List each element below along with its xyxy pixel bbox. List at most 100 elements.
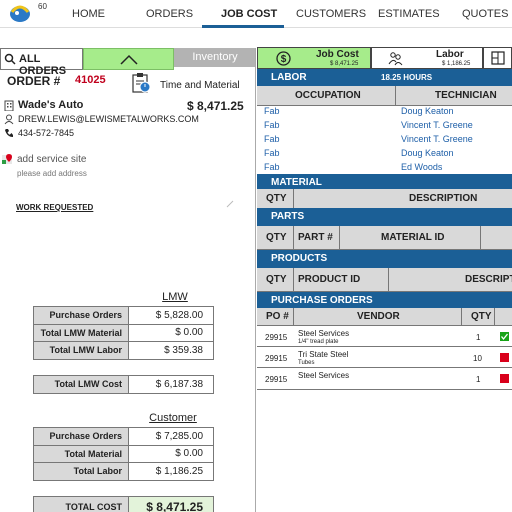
products-title: PRODUCTS bbox=[271, 253, 328, 264]
logo-icon[interactable] bbox=[6, 2, 34, 24]
col-qty[interactable]: QTY bbox=[471, 311, 492, 322]
order-number: 41025 bbox=[75, 74, 106, 86]
customer-table: Purchase Orders $ 7,285.00 Total Material… bbox=[33, 427, 214, 481]
labor-technician: Vincent T. Greene bbox=[401, 120, 473, 130]
table-row[interactable]: 29915 Steel Services 1 bbox=[257, 368, 512, 390]
collapse-toggle[interactable] bbox=[83, 48, 174, 70]
col-po-number[interactable]: PO # bbox=[266, 311, 289, 322]
order-type: Time and Material bbox=[160, 80, 240, 91]
nav-home[interactable]: HOME bbox=[72, 8, 105, 20]
status-indicator[interactable] bbox=[500, 353, 509, 362]
add-address-hint[interactable]: please add address bbox=[17, 169, 87, 178]
col-part-number[interactable]: PART # bbox=[298, 232, 333, 243]
col-description[interactable]: DESCRIPTI bbox=[465, 274, 512, 285]
job-cost-tab-label: Job Cost bbox=[316, 49, 359, 60]
labor-technician: Ed Woods bbox=[401, 162, 443, 172]
table-row[interactable]: Fab Doug Keaton bbox=[257, 104, 512, 118]
parts-title: PARTS bbox=[271, 211, 305, 222]
products-header-bar: PRODUCTS bbox=[257, 250, 512, 268]
nav-quotes[interactable]: QUOTES bbox=[462, 8, 509, 20]
work-requested-heading[interactable]: WORK REQUESTED bbox=[16, 203, 94, 212]
table-row: Purchase Orders $ 5,828.00 bbox=[33, 306, 214, 325]
labor-occupation: Fab bbox=[264, 120, 280, 130]
layout-tab[interactable] bbox=[483, 47, 512, 69]
table-row[interactable]: Fab Vincent T. Greene bbox=[257, 132, 512, 146]
resize-handle-icon[interactable] bbox=[226, 200, 234, 208]
contact-phone[interactable]: 434-572-7845 bbox=[18, 128, 75, 138]
labor-tab[interactable]: Labor $ 1,186.25 bbox=[371, 47, 483, 69]
check-icon[interactable] bbox=[500, 332, 509, 341]
lmw-po-label: Purchase Orders bbox=[33, 306, 129, 325]
phone-icon bbox=[5, 129, 13, 137]
customer-po-label: Purchase Orders bbox=[33, 427, 129, 446]
col-material-id[interactable]: MATERIAL ID bbox=[381, 232, 445, 243]
lmw-material-label: Total LMW Material bbox=[33, 323, 129, 342]
col-vendor[interactable]: VENDOR bbox=[357, 311, 400, 322]
customer-labor-value: $ 1,186.25 bbox=[128, 462, 214, 481]
table-row[interactable]: Fab Ed Woods bbox=[257, 160, 512, 174]
col-product-id[interactable]: PRODUCT ID bbox=[298, 274, 361, 285]
col-qty[interactable]: QTY bbox=[266, 274, 287, 285]
column-separator bbox=[339, 226, 340, 250]
panel-divider bbox=[255, 48, 256, 512]
nav-estimates[interactable]: ESTIMATES bbox=[378, 8, 440, 20]
po-number: 29915 bbox=[265, 375, 288, 384]
po-vendor-sub: 1/4" tread plate bbox=[298, 339, 339, 345]
po-qty: 10 bbox=[473, 354, 482, 363]
workers-icon bbox=[388, 52, 403, 66]
lmw-total-label: Total LMW Cost bbox=[33, 375, 129, 394]
table-row[interactable]: 29915 Tri State Steel Tubes 10 bbox=[257, 347, 512, 368]
grand-total-value: $ 8,471.25 bbox=[128, 496, 214, 512]
table-row[interactable]: Fab Vincent T. Greene bbox=[257, 118, 512, 132]
top-nav: 60 HOME ORDERS JOB COST CUSTOMERS ESTIMA… bbox=[0, 0, 512, 28]
col-occupation[interactable]: OCCUPATION bbox=[295, 90, 361, 101]
products-columns: QTY PRODUCT ID DESCRIPTI bbox=[257, 268, 512, 292]
all-orders-tab[interactable]: ALL ORDERS bbox=[0, 48, 83, 77]
table-row: Total Material $ 0.00 bbox=[33, 444, 214, 463]
col-technician[interactable]: TECHNICIAN bbox=[435, 90, 497, 101]
job-cost-tab[interactable]: $ Job Cost $ 8,471.25 bbox=[257, 47, 371, 69]
table-row: Total Labor $ 1,186.25 bbox=[33, 462, 214, 481]
table-row: Purchase Orders $ 7,285.00 bbox=[33, 427, 214, 446]
col-qty[interactable]: QTY bbox=[266, 193, 287, 204]
table-row[interactable]: Fab Doug Keaton bbox=[257, 146, 512, 160]
purchase-orders-title: PURCHASE ORDERS bbox=[271, 295, 373, 306]
labor-title: LABOR bbox=[271, 72, 307, 83]
contact-email[interactable]: DREW.LEWIS@LEWISMETALWORKS.COM bbox=[18, 114, 199, 124]
nav-orders[interactable]: ORDERS bbox=[146, 8, 194, 20]
table-row: TOTAL COST $ 8,471.25 bbox=[33, 496, 214, 512]
customer-po-value: $ 7,285.00 bbox=[128, 427, 214, 446]
lmw-table: Purchase Orders $ 5,828.00 Total LMW Mate… bbox=[33, 306, 214, 360]
col-qty[interactable]: QTY bbox=[266, 232, 287, 243]
add-service-site-link[interactable]: add service site bbox=[17, 154, 87, 165]
nav-customers[interactable]: CUSTOMERS bbox=[296, 8, 367, 20]
column-separator bbox=[293, 226, 294, 250]
chevron-up-icon bbox=[120, 54, 138, 65]
lmw-total-table: Total LMW Cost $ 6,187.38 bbox=[33, 375, 214, 394]
purchase-orders-columns: PO # VENDOR QTY bbox=[257, 308, 512, 326]
column-separator bbox=[480, 226, 481, 250]
lmw-labor-label: Total LMW Labor bbox=[33, 341, 129, 360]
customer-name[interactable]: Wade's Auto bbox=[18, 99, 84, 111]
po-qty: 1 bbox=[476, 375, 481, 384]
po-vendor-sub: Tubes bbox=[298, 360, 315, 366]
inventory-tab[interactable]: Inventory bbox=[174, 48, 256, 70]
job-cost-tab-value: $ 8,471.25 bbox=[330, 61, 359, 67]
po-qty: 1 bbox=[476, 333, 481, 342]
column-separator bbox=[395, 86, 396, 106]
material-title: MATERIAL bbox=[271, 177, 322, 188]
nav-job-cost[interactable]: JOB COST bbox=[221, 8, 278, 20]
material-header-bar: MATERIAL bbox=[257, 174, 512, 192]
table-row: Total LMW Labor $ 359.38 bbox=[33, 341, 214, 360]
po-vendor: Tri State Steel bbox=[298, 350, 349, 359]
customer-labor-label: Total Labor bbox=[33, 462, 129, 481]
table-row[interactable]: 29915 Steel Services 1/4" tread plate 1 bbox=[257, 326, 512, 347]
col-description[interactable]: DESCRIPTION bbox=[409, 193, 478, 204]
lmw-po-value: $ 5,828.00 bbox=[128, 306, 214, 325]
dollar-icon: $ bbox=[276, 51, 291, 66]
lmw-labor-value: $ 359.38 bbox=[128, 341, 214, 360]
status-indicator[interactable] bbox=[500, 374, 509, 383]
labor-technician: Vincent T. Greene bbox=[401, 134, 473, 144]
lmw-total-value: $ 6,187.38 bbox=[128, 375, 214, 394]
layout-grid-icon bbox=[491, 51, 505, 65]
